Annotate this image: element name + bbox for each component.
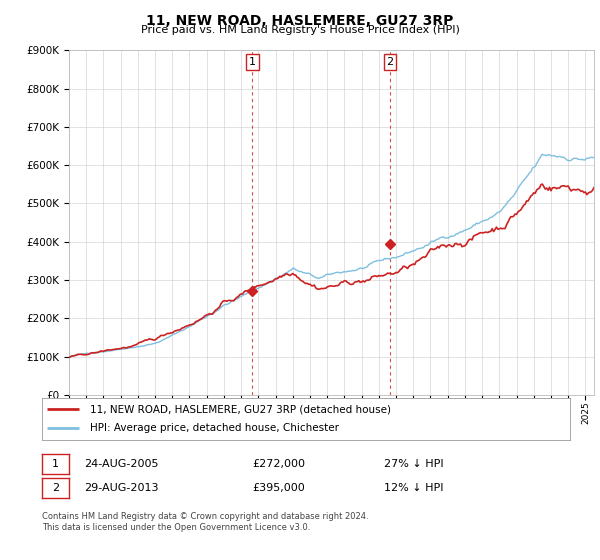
Text: HPI: Average price, detached house, Chichester: HPI: Average price, detached house, Chic… — [89, 423, 338, 433]
Text: 1: 1 — [52, 459, 59, 469]
Text: 29-AUG-2013: 29-AUG-2013 — [84, 483, 158, 493]
Text: 12% ↓ HPI: 12% ↓ HPI — [384, 483, 443, 493]
Text: £395,000: £395,000 — [252, 483, 305, 493]
Text: 2: 2 — [52, 483, 59, 493]
Text: 24-AUG-2005: 24-AUG-2005 — [84, 459, 158, 469]
Text: 27% ↓ HPI: 27% ↓ HPI — [384, 459, 443, 469]
Text: £272,000: £272,000 — [252, 459, 305, 469]
Text: Contains HM Land Registry data © Crown copyright and database right 2024.
This d: Contains HM Land Registry data © Crown c… — [42, 512, 368, 532]
Text: 11, NEW ROAD, HASLEMERE, GU27 3RP (detached house): 11, NEW ROAD, HASLEMERE, GU27 3RP (detac… — [89, 404, 391, 414]
Text: Price paid vs. HM Land Registry's House Price Index (HPI): Price paid vs. HM Land Registry's House … — [140, 25, 460, 35]
Text: 1: 1 — [249, 57, 256, 67]
Text: 11, NEW ROAD, HASLEMERE, GU27 3RP: 11, NEW ROAD, HASLEMERE, GU27 3RP — [146, 14, 454, 28]
Text: 2: 2 — [386, 57, 394, 67]
